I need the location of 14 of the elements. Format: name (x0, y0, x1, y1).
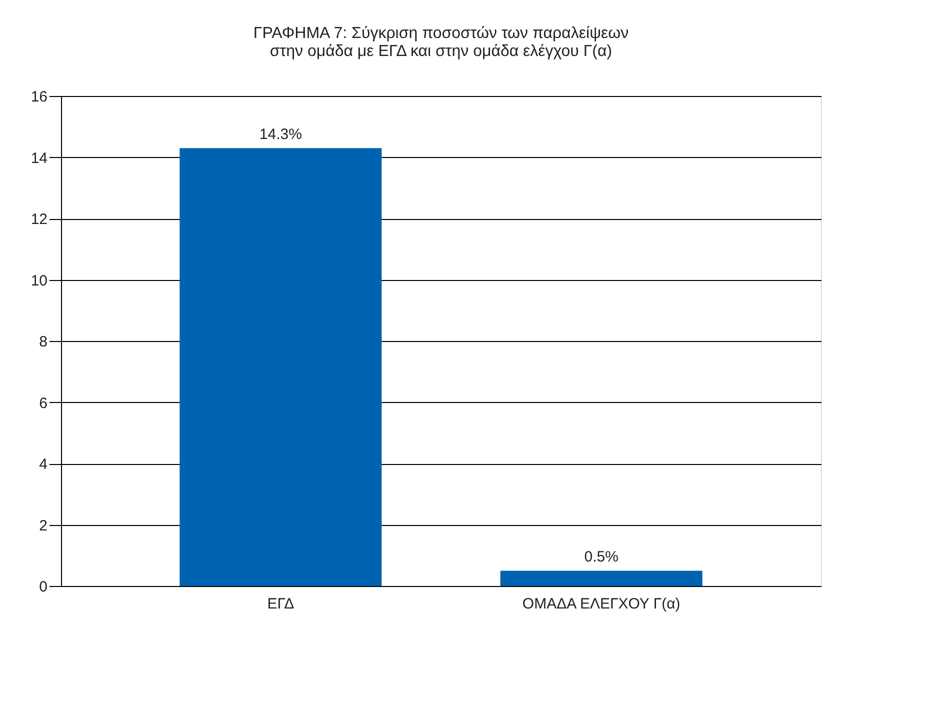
y-tick-label: 14 (30, 150, 48, 167)
x-tick-label: ΕΓΔ (267, 596, 294, 612)
y-tick-label: 0 (39, 578, 48, 596)
chart-title: ΓΡΑΦΗΜΑ 7: Σύγκριση ποσοστών των παραλείψεων στην ομάδα με ΕΓΔ και στην ομάδα ελέγχου Γ(α) (253, 25, 629, 60)
x-tick-label: ΟΜΑΔΑ ΕΛΕΓΧΟΥ Γ(α) (522, 596, 680, 612)
y-tick-label: 4 (39, 456, 48, 473)
data-label: 14.3% (259, 126, 302, 144)
y-tick-label: 6 (39, 394, 48, 412)
y-tick-label: 8 (39, 334, 48, 350)
data-label: 0.5% (584, 548, 618, 566)
y-tick-label: 10 (30, 272, 48, 290)
y-tick-label: 2 (39, 517, 48, 534)
y-tick-label: 16 (30, 88, 48, 106)
y-tick-label: 12 (30, 211, 48, 228)
